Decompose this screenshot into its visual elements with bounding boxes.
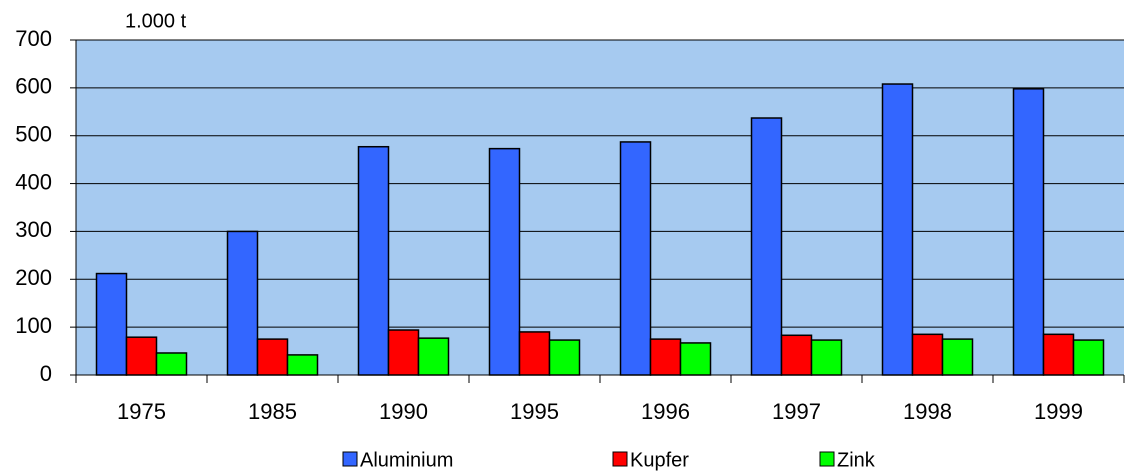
bar [1072, 339, 1105, 376]
unit-label: 1.000 t [125, 10, 187, 32]
y-tick-label: 300 [15, 217, 52, 242]
bar [911, 333, 944, 376]
x-tick-label: 1997 [772, 399, 821, 424]
bar [750, 117, 783, 376]
x-tick-label: 1999 [1034, 399, 1083, 424]
bar [810, 339, 843, 376]
x-tick-label: 1975 [117, 399, 166, 424]
bar [780, 334, 813, 376]
legend-label: Kupfer [630, 449, 689, 471]
bar [1012, 88, 1045, 376]
bar [256, 338, 289, 376]
y-tick-label: 200 [15, 265, 52, 290]
legend-swatch [819, 451, 835, 467]
y-tick-label: 700 [15, 26, 52, 51]
bar [387, 329, 420, 376]
bar [548, 339, 581, 376]
x-tick-label: 1990 [379, 399, 428, 424]
bar [941, 338, 974, 376]
legend-label: Aluminium [360, 449, 453, 471]
bar [417, 337, 450, 376]
bar [619, 141, 652, 376]
x-tick-label: 1985 [248, 399, 297, 424]
bar [125, 336, 158, 376]
legend-label: Zink [837, 449, 876, 471]
y-tick-label: 100 [15, 313, 52, 338]
legend-swatch [612, 451, 628, 467]
legend-swatch [342, 451, 358, 467]
x-tick-label: 1995 [510, 399, 559, 424]
y-tick-label: 0 [40, 361, 52, 386]
y-tick-label: 400 [15, 169, 52, 194]
bar [155, 352, 188, 376]
y-tick-label: 500 [15, 122, 52, 147]
bar [881, 83, 914, 376]
bar [518, 331, 551, 376]
y-tick-label: 600 [15, 74, 52, 99]
bar [1042, 333, 1075, 376]
bar [649, 338, 682, 376]
bar [679, 342, 712, 376]
bar [357, 145, 390, 376]
x-tick-label: 1998 [903, 399, 952, 424]
bar [95, 272, 128, 376]
bar [286, 354, 319, 376]
bar [488, 147, 521, 376]
x-tick-label: 1996 [641, 399, 690, 424]
bar [226, 230, 259, 376]
